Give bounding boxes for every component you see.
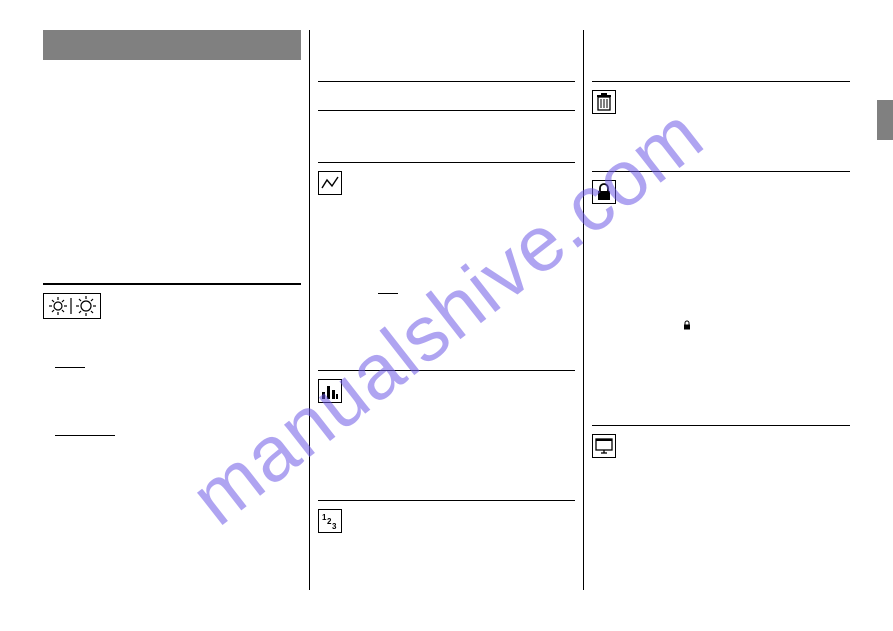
graph-underline (378, 283, 398, 294)
page-content: 1 2 3 (0, 0, 893, 620)
number-icon: 1 2 3 (318, 509, 342, 533)
title-bar (43, 30, 301, 60)
column-2: 1 2 3 (310, 30, 584, 590)
lock-icon (592, 180, 616, 204)
histogram-icon (318, 379, 342, 403)
heading-histogram (318, 355, 576, 371)
histogram-row (318, 379, 576, 403)
intro-text-3 (43, 212, 301, 262)
heading-slideshow (592, 410, 850, 426)
number-body (318, 539, 576, 559)
graph-body (318, 201, 576, 281)
brightness-text-2 (43, 373, 301, 423)
intro-text-1 (43, 72, 301, 152)
column-3 (584, 30, 858, 590)
brightness-underline-2 (55, 425, 115, 436)
protect-row (592, 180, 850, 204)
brightness-icon (43, 293, 101, 319)
column-1 (35, 30, 309, 590)
protect-body-2 (592, 320, 850, 334)
screen-icon (592, 434, 616, 458)
heading-protect (592, 156, 850, 172)
protect-body-1 (592, 210, 850, 320)
heading-number (318, 485, 576, 501)
brightness-text-1 (43, 325, 301, 355)
histogram-body (318, 409, 576, 479)
slideshow-body (592, 464, 850, 504)
trash-icon (592, 90, 616, 114)
delete-row (592, 90, 850, 114)
lock-small-icon (682, 320, 692, 330)
brightness-underline-1 (55, 357, 85, 368)
heading-graph (318, 147, 576, 163)
svg-text:3: 3 (332, 522, 337, 531)
heading-delete (592, 66, 850, 82)
graph-row (318, 171, 576, 195)
number-row: 1 2 3 (318, 509, 576, 533)
delete-body (592, 120, 850, 150)
heading-col2-top (318, 66, 576, 82)
heading-brightness (43, 268, 301, 285)
intro-text-2 (43, 152, 301, 212)
slideshow-row (592, 434, 850, 458)
brightness-row (43, 293, 301, 319)
graph-icon (318, 171, 342, 195)
